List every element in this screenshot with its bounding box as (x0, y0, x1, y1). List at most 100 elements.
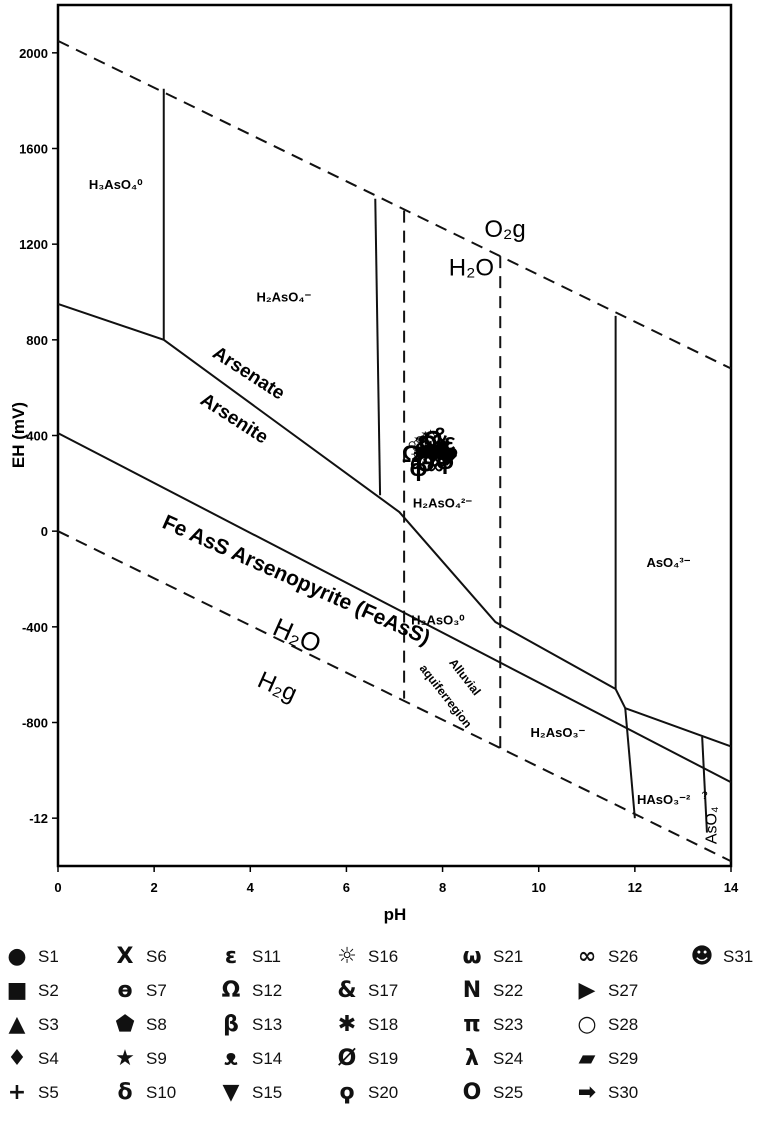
legend-item: ★ S9 (108, 1045, 167, 1073)
boundary-line-1 (57, 39, 732, 370)
x-tick-label: 0 (54, 880, 61, 895)
legend-item: N S22 (455, 977, 523, 1005)
x-tick-label: 2 (151, 880, 158, 895)
legend-item: ⬟ S8 (108, 1011, 167, 1039)
legend-item: ▶ S27 (570, 977, 639, 1005)
legend-item: ● S1 (0, 943, 59, 971)
y-tick-label: 800 (26, 333, 48, 348)
x-tick-label: 4 (247, 880, 255, 895)
legend-item: ▰ S29 (570, 1045, 639, 1073)
legend-symbol: ∞ (577, 944, 597, 969)
legend-label: S24 (493, 1049, 524, 1068)
x-tick-label: 12 (628, 880, 642, 895)
legend-item: ☼ S16 (330, 943, 398, 971)
legend-item: ➡ S30 (570, 1079, 638, 1107)
legend-label: S31 (723, 947, 754, 966)
legend-item: ☻ S31 (685, 943, 754, 971)
x-tick-label: 14 (724, 880, 739, 895)
legend-label: S8 (146, 1015, 167, 1034)
legend-symbol: β (223, 1012, 239, 1037)
boundary-line-9 (701, 736, 708, 833)
legend-item: ϙ S20 (330, 1079, 398, 1107)
legend-symbol: ☻ (690, 944, 714, 969)
boundary-line-8 (624, 708, 636, 819)
legend-item: δ S10 (108, 1079, 176, 1107)
legend-label: S29 (608, 1049, 639, 1068)
sample-point: ● (445, 438, 460, 465)
plot-area: 0 2 4 6 8 10 12 14 2000 1600 1200 800 400 0 -400 -800 -1… (19, 3, 739, 895)
y-tick-label: 0 (41, 524, 48, 539)
legend-label: S2 (38, 981, 59, 1000)
region-label-6: H₂AsO₃⁻ (531, 725, 586, 740)
region-label-3: H₂AsO₄²⁻ (413, 495, 472, 510)
legend-symbol: ★ (115, 1046, 135, 1071)
x-tick-label: 8 (439, 880, 446, 895)
legend-symbol: ● (7, 944, 27, 969)
legend-symbol: & (337, 978, 357, 1003)
x-tick-label: 6 (343, 880, 350, 895)
legend-label: S4 (38, 1049, 59, 1068)
region-label-10: O₂g (484, 216, 525, 243)
legend-symbol: ▰ (578, 1046, 596, 1071)
legend-label: S21 (493, 947, 524, 966)
legend-label: S17 (368, 981, 399, 1000)
legend-label: S25 (493, 1083, 524, 1102)
region-label-1: H₃AsO₄⁰ (89, 177, 143, 192)
legend-label: S30 (608, 1083, 639, 1102)
legend-symbol: X (116, 944, 134, 969)
sample-point: ∂ (437, 443, 449, 470)
legend-label: S28 (608, 1015, 639, 1034)
y-tick-label: 400 (26, 429, 48, 444)
legend-symbol: ✱ (337, 1012, 357, 1037)
sample-point: ◆ (437, 441, 457, 468)
y-tick-label: 1200 (19, 237, 48, 252)
x-tick-label: 10 (531, 880, 545, 895)
legend-symbol: N (462, 978, 482, 1003)
sample-point: ∞ (429, 448, 446, 475)
legend-item: ∞ S26 (570, 943, 638, 971)
legend-symbol: ▼ (222, 1080, 240, 1105)
legend-symbol: ■ (6, 978, 28, 1003)
legend-symbol: π (463, 1012, 481, 1037)
legend-symbol: Ø (337, 1046, 357, 1071)
region-label-15: H₂O (269, 612, 326, 659)
sample-point: ∂ (410, 448, 422, 475)
region-label-16: H₂g (254, 666, 302, 707)
sample-point: ∞ (427, 453, 444, 480)
legend-item: ▼ S15 (214, 1079, 283, 1107)
boundary-line-4 (57, 432, 732, 784)
sample-point: Θ (419, 431, 438, 458)
legend-symbol: ▲ (8, 1012, 26, 1037)
legend-label: S14 (252, 1049, 283, 1068)
legend-label: S15 (252, 1083, 283, 1102)
legend-item: ɛ S11 (214, 943, 281, 971)
region-label-12: Arsenate (209, 343, 289, 405)
legend-symbol: ♦ (7, 1046, 27, 1071)
legend-item: Ø S19 (330, 1045, 399, 1073)
y-tick-label: -800 (22, 716, 48, 731)
region-label-2: H₂AsO₄⁻ (256, 290, 311, 305)
sample-point: & (431, 423, 448, 450)
boundary-line-2 (57, 530, 732, 863)
sample-point: Ω (402, 441, 421, 468)
legend-item: & S17 (330, 977, 398, 1005)
legend-symbol: ☼ (337, 944, 357, 969)
legend-label: S18 (368, 1015, 399, 1034)
legend-label: S5 (38, 1083, 59, 1102)
legend-symbol: ▶ (578, 978, 596, 1003)
legend-symbol: O (462, 1080, 482, 1105)
sample-point: ■ (416, 438, 431, 465)
y-tick-label: 2000 (19, 46, 48, 61)
x-axis-label: pH (384, 905, 407, 924)
legend-item: ɵ S7 (108, 977, 166, 1005)
legend-item: λ S24 (455, 1045, 523, 1073)
sample-point: ■ (435, 434, 450, 461)
legend-label: S1 (38, 947, 59, 966)
legend-label: S10 (146, 1083, 177, 1102)
legend-symbol: ɵ (117, 978, 133, 1003)
legend-label: S6 (146, 947, 167, 966)
legend-symbol: ɛ (224, 944, 238, 969)
legend-item: + S5 (0, 1079, 59, 1107)
sample-point: ε (444, 429, 455, 456)
legend-label: S9 (146, 1049, 167, 1068)
